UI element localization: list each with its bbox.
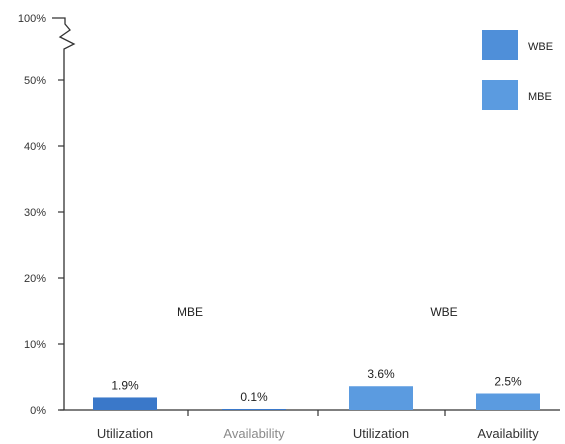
axis-break [52,17,76,60]
legend-label-mbe: MBE [528,91,552,103]
bar [476,393,540,410]
bar [222,409,286,410]
legend-swatch-mbe [482,80,518,110]
y-ticks: 0% 10% 20% 30% 40% 50% 100% [18,13,64,417]
bar-value-label: 2.5% [494,375,522,389]
legend-label-wbe: WBE [528,41,553,53]
group-label: WBE [430,305,457,319]
group-label: MBE [177,305,203,319]
category-label: Availability [477,426,539,441]
y-tick-label: 20% [24,273,46,285]
bar-value-label: 0.1% [240,390,268,404]
y-tick-label: 50% [24,75,46,87]
bar-value-labels: 1.9% 0.1% 3.6% 2.5% [111,367,522,404]
category-label: Utilization [353,426,409,441]
category-labels: Utilization Availability Utilization Availa… [97,426,539,441]
legend: WBE MBE [482,30,553,110]
x-tick-marks [187,410,446,416]
y-tick-label: 40% [24,141,46,153]
bar-value-label: 3.6% [367,367,395,381]
bars [93,386,540,410]
bar [93,397,157,410]
y-tick-label: 100% [18,13,46,25]
bar [349,386,413,410]
bar-value-label: 1.9% [111,378,139,392]
category-label: Utilization [97,426,153,441]
y-tick-label: 10% [24,339,46,351]
y-tick-label: 30% [24,207,46,219]
legend-swatch-wbe [482,30,518,60]
y-tick-label: 0% [30,405,46,417]
category-label: Availability [223,426,285,441]
group-labels: MBE WBE [177,305,458,319]
